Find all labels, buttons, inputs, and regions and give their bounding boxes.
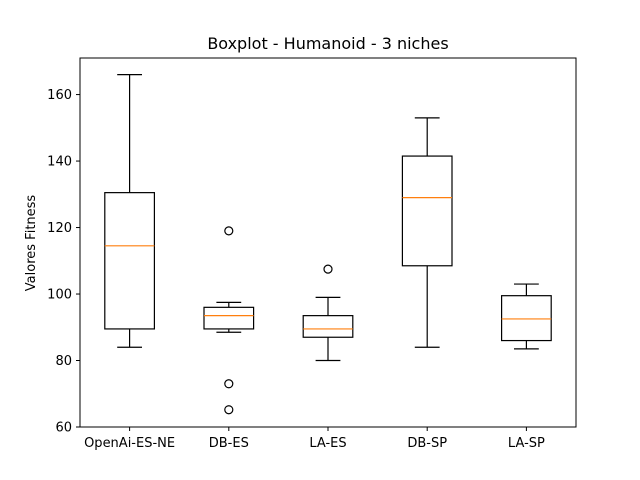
x-tick-label: OpenAi-ES-NE	[84, 436, 175, 451]
box	[302, 315, 354, 338]
outlier-point	[224, 405, 234, 415]
x-tick-label: DB-SP	[407, 436, 447, 451]
x-tick-label: LA-ES	[309, 436, 346, 451]
plot-area: 60 80 100 120 140 160 OpenAi-ES-NE DB-ES LA-ES DB…	[47, 74, 552, 451]
y-tick-label: 160	[47, 88, 72, 103]
outlier-point	[224, 379, 234, 389]
box	[501, 295, 552, 342]
box	[401, 155, 453, 267]
y-tick-label: 80	[55, 354, 72, 369]
box	[104, 192, 156, 330]
y-axis-label: Valores Fitness	[24, 195, 39, 292]
chart-title: Boxplot - Humanoid - 3 niches	[207, 34, 448, 53]
x-tick-label: LA-SP	[508, 436, 545, 451]
box	[203, 306, 255, 330]
y-tick-label: 60	[55, 421, 72, 436]
y-tick-label: 140	[47, 155, 72, 170]
outlier-point	[224, 226, 234, 236]
outlier-point	[323, 264, 333, 274]
x-tick-label: DB-ES	[209, 436, 249, 451]
y-tick-label: 100	[47, 288, 72, 303]
y-tick-label: 120	[47, 221, 72, 236]
axes-frame	[79, 57, 577, 428]
